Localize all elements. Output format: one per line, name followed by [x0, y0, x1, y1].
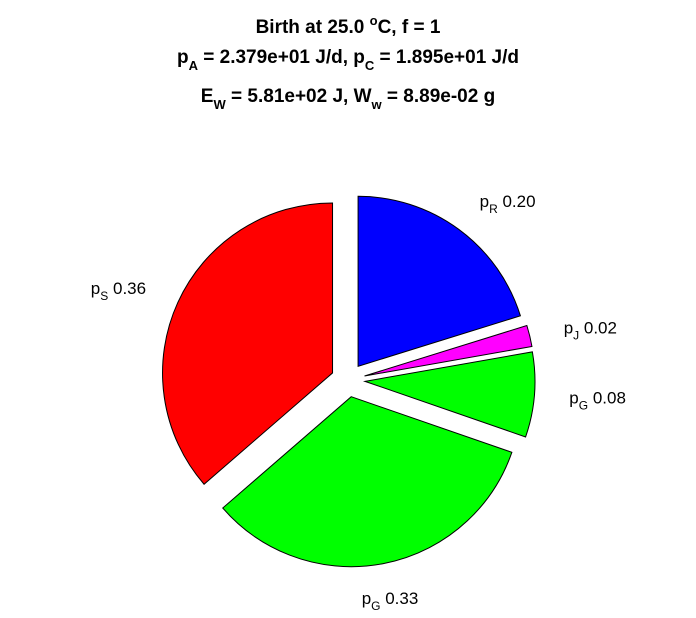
pie-slices — [162, 195, 536, 568]
pie-slice-2 — [362, 351, 536, 438]
pie-slice-label-4: pS 0.36 — [91, 279, 146, 303]
pie-slice-4 — [162, 202, 334, 485]
title-line-3: EW = 5.81e+02 J, Ww = 8.89e-02 g — [201, 86, 495, 112]
pie-slice-label-2: pG 0.08 — [569, 389, 626, 413]
pie-slice-label-3: pG 0.33 — [362, 589, 419, 613]
pie-slice-label-0: pR 0.20 — [480, 192, 536, 216]
pie-labels: pR 0.20 pJ 0.02 pG 0.08 pG 0.33 pS 0.36 — [91, 192, 626, 613]
title-line-2: pA = 2.379e+01 J/d, pC = 1.895e+01 J/d — [177, 47, 519, 73]
title-line-1: Birth at 25.0 oC, f = 1 — [256, 13, 441, 38]
pie-slice-0 — [357, 195, 522, 367]
pie-slice-label-1: pJ 0.02 — [564, 319, 617, 343]
pie-slice-1 — [364, 324, 533, 377]
pie-slice-3 — [222, 396, 513, 568]
